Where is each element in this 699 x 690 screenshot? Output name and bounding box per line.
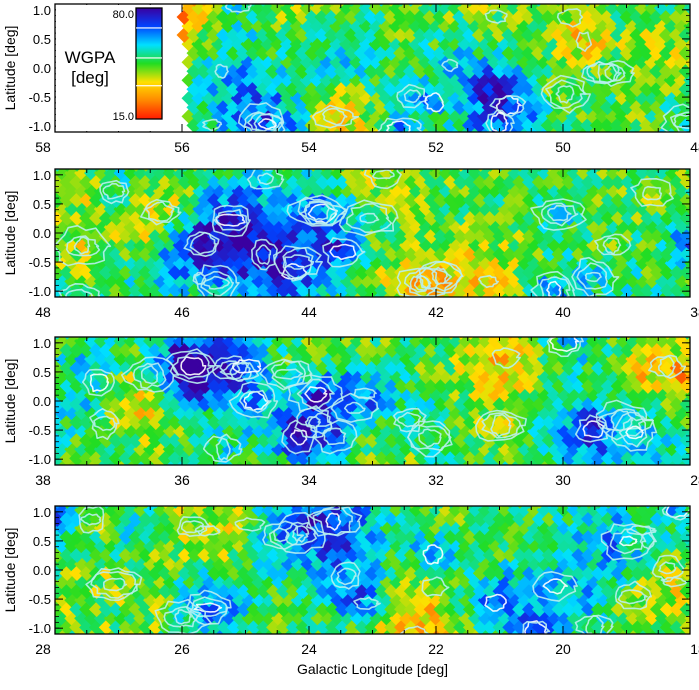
panel-4: 28 26 24 22 20 18 1.0 0.5 0.0 -0.5 -1.0 Latitude [d… — [2, 505, 699, 677]
panel-3-ytick-label: 0.0 — [33, 394, 51, 409]
colorbar: 80.0 15.0 WGPA[deg] — [56, 5, 171, 131]
panel-3-xtick-label: 38 — [35, 472, 51, 488]
panel-4-xtick-label: 28 — [35, 641, 51, 657]
panel-1-ylabel: Latitude [deg] — [2, 26, 18, 111]
panel-3-ytick-label: -0.5 — [29, 423, 51, 438]
panel-1-map — [176, 4, 690, 132]
colorbar-label-line: WGPA — [65, 48, 116, 67]
panel-2-ytick-label: -1.0 — [29, 284, 51, 299]
panel-4-contours — [78, 506, 690, 634]
panel-1-pixels — [176, 4, 690, 132]
panel-4-xtick-label: 18 — [690, 641, 699, 657]
panel-3-pixels — [55, 337, 690, 465]
panel-2-ytick-label: -0.5 — [29, 255, 51, 270]
panel-4-ytick-label: 1.0 — [33, 505, 51, 520]
panel-1-ytick-label: -0.5 — [29, 90, 51, 105]
panel-3-ytick-label: -1.0 — [29, 452, 51, 467]
colorbar-label-line: [deg] — [71, 68, 109, 87]
panel-4-ytick-label: -1.0 — [29, 621, 51, 636]
panel-1-xtick-label: 48 — [690, 139, 699, 155]
panel-2-xtick-label: 44 — [301, 304, 317, 320]
panel-4-pixels — [55, 506, 690, 634]
panel-3-xtick-label: 34 — [301, 472, 317, 488]
panel-4-ytick-label: -0.5 — [29, 592, 51, 607]
panel-2-map — [55, 169, 690, 297]
panel-4-map — [55, 506, 690, 634]
panel-1-ytick-label: 0.5 — [33, 32, 51, 47]
panel-4-xtick-label: 20 — [555, 641, 571, 657]
colorbar-max-label: 80.0 — [113, 9, 134, 21]
panel-1-ytick-label: 1.0 — [33, 3, 51, 18]
colorbar-min-label: 15.0 — [113, 111, 134, 123]
panel-4-ytick-label: 0.5 — [33, 534, 51, 549]
colorbar-bar — [135, 7, 163, 120]
panel-4-xlabel: Galactic Longitude [deg] — [297, 661, 448, 677]
panel-1-xtick-label: 58 — [35, 139, 51, 155]
panel-2-xtick-label: 48 — [35, 304, 51, 320]
panel-4-ylabel: Latitude [deg] — [2, 528, 18, 613]
panel-1-xtick-label: 56 — [174, 139, 190, 155]
panel-1: 58 56 54 52 50 48 1.0 0.5 0.0 -0.5 -1.0 Latitude [d… — [2, 3, 699, 155]
panel-2-xtick-label: 42 — [428, 304, 444, 320]
panel-2-ytick-label: 0.0 — [33, 226, 51, 241]
panel-3-xtick-label: 32 — [428, 472, 444, 488]
panel-2-ytick-label: 0.5 — [33, 197, 51, 212]
panel-1-contours — [202, 4, 690, 132]
panel-4-xtick-label: 26 — [174, 641, 190, 657]
panel-3-map — [55, 337, 690, 465]
panel-3-xtick-label: 30 — [555, 472, 571, 488]
panel-4-xtick-label: 22 — [428, 641, 444, 657]
panel-4-ytick-label: 0.0 — [33, 563, 51, 578]
panel-2-contours — [55, 169, 674, 297]
panel-4-xtick-label: 24 — [301, 641, 317, 657]
panel-2: 48 46 44 42 40 38 1.0 0.5 0.0 -0.5 -1.0 Latitude [d… — [2, 168, 699, 320]
panel-3-xtick-label: 28 — [690, 472, 699, 488]
panel-1-xtick-label: 54 — [301, 139, 317, 155]
panel-3-ytick-label: 1.0 — [33, 336, 51, 351]
panel-2-xtick-label: 38 — [690, 304, 699, 320]
panel-2-xtick-label: 46 — [174, 304, 190, 320]
panel-2-ylabel: Latitude [deg] — [2, 191, 18, 276]
panel-2-ytick-label: 1.0 — [33, 168, 51, 183]
panel-3-contours — [82, 337, 687, 463]
panel-1-xtick-label: 50 — [555, 139, 571, 155]
panel-2-xtick-label: 40 — [555, 304, 571, 320]
panel-1-ytick-label: 0.0 — [33, 61, 51, 76]
panel-1-ytick-label: -1.0 — [29, 119, 51, 134]
panel-3-ylabel: Latitude [deg] — [2, 359, 18, 444]
panel-3-xtick-label: 36 — [174, 472, 190, 488]
panel-3: 38 36 34 32 30 28 1.0 0.5 0.0 -0.5 -1.0 Latitude [d… — [2, 336, 699, 488]
panel-3-ytick-label: 0.5 — [33, 365, 51, 380]
panel-1-xtick-label: 52 — [428, 139, 444, 155]
